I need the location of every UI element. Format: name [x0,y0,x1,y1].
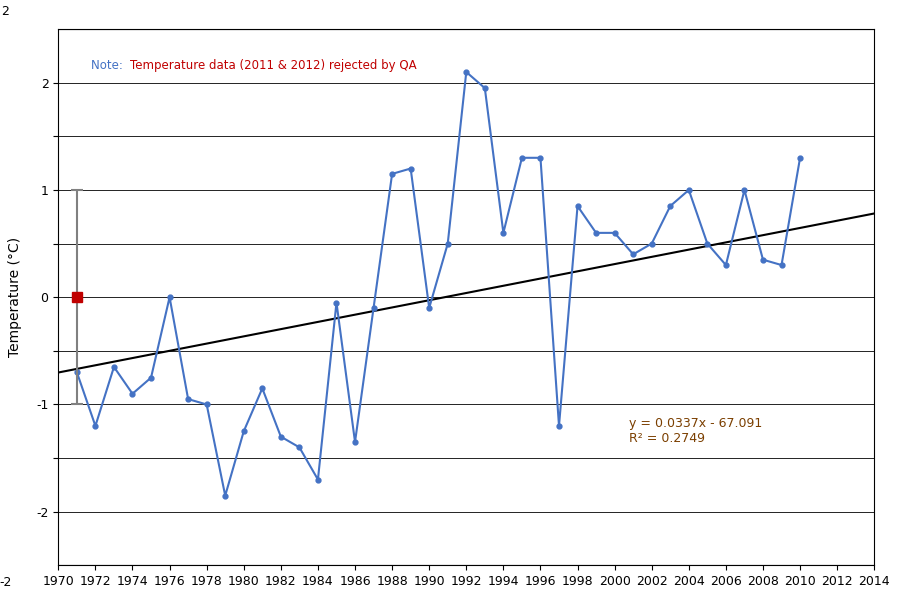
Text: Temperature data (2011 & 2012) rejected by QA: Temperature data (2011 & 2012) rejected … [130,58,417,71]
Text: 2: 2 [2,5,9,18]
Text: -2: -2 [0,576,12,589]
Y-axis label: Temperature (°C): Temperature (°C) [8,237,22,357]
Text: y = 0.0337x - 67.091
R² = 0.2749: y = 0.0337x - 67.091 R² = 0.2749 [630,417,762,445]
Text: Note:: Note: [91,58,126,71]
